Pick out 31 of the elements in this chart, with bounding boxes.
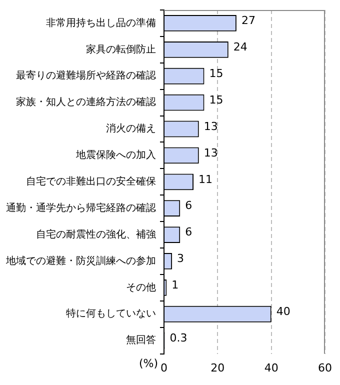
data-label: 3 (177, 252, 184, 266)
y-tick-label: 消火の備え (106, 122, 156, 135)
data-label: 24 (233, 40, 248, 54)
y-tick-label: 地震保険への加入 (75, 149, 156, 162)
y-tick-label: 自宅での非難出口の安全確保 (26, 175, 156, 188)
y-tick-label: 家族・知人との連絡方法の確認 (16, 96, 156, 108)
data-label: 0.3 (170, 331, 188, 344)
y-tick-label: 非常用持ち出し品の準備 (46, 16, 156, 29)
y-tick-label: 無回答 (126, 334, 156, 346)
x-tick-label: 60 (318, 361, 332, 374)
data-label: 11 (198, 172, 213, 186)
data-label: 15 (209, 66, 224, 80)
data-label: 6 (185, 199, 192, 212)
y-tick-label: その他 (126, 281, 156, 294)
y-tick-label: 地域での避難・防災訓練への参加 (5, 254, 156, 267)
x-tick-label: 0 (160, 361, 168, 374)
data-label: 15 (209, 93, 224, 106)
y-tick-label: 最寄りの避難場所や経路の確認 (16, 70, 156, 82)
y-tick-label: 自宅の耐震性の強化、補強 (36, 228, 156, 240)
data-label: 40 (276, 304, 290, 318)
y-tick-label: 通勤・通学先から帰宅経路の確認 (6, 202, 156, 214)
data-label: 27 (241, 14, 256, 28)
data-label: 6 (185, 226, 192, 239)
data-label: 13 (204, 120, 218, 133)
y-tick-label: 家具の転倒防止 (86, 43, 156, 56)
y-tick-label: 特に何もしていない (66, 308, 156, 320)
x-tick-label: 20 (210, 361, 225, 374)
data-label: 1 (172, 278, 179, 292)
x-tick-label: 40 (264, 361, 278, 374)
x-axis-title: (%) (138, 357, 158, 370)
data-label: 13 (204, 146, 218, 160)
